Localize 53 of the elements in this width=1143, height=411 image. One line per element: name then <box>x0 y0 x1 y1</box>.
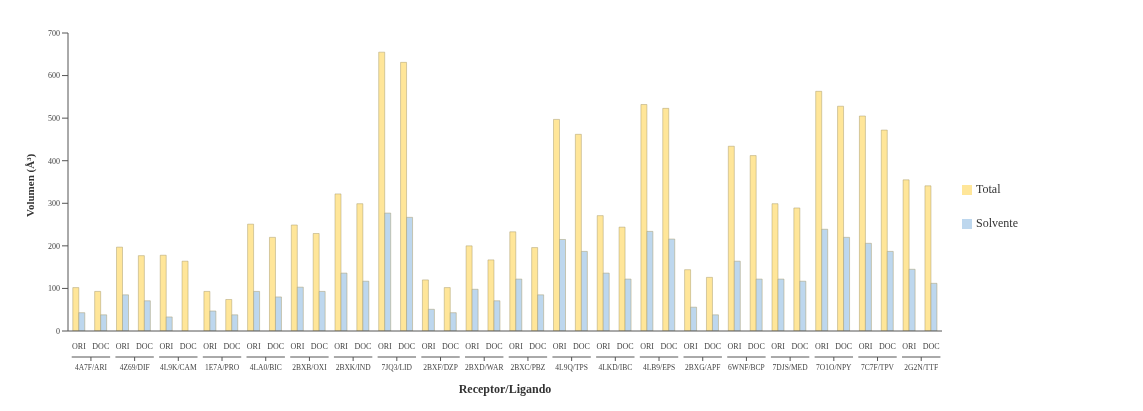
x-tick-label: DOC <box>922 342 940 351</box>
x-tick-label: DOC <box>92 342 110 351</box>
x-tick-label: ORI <box>334 342 349 351</box>
y-tick-label: 300 <box>48 199 60 209</box>
x-tick-label: DOC <box>485 342 503 351</box>
x-tick-label: ORI <box>727 342 742 351</box>
x-tick-label: ORI <box>596 342 611 351</box>
legend-label: Total <box>976 181 1001 196</box>
x-tick-label: DOC <box>835 342 853 351</box>
x-tick-label: DOC <box>704 342 722 351</box>
x-tick-label: DOC <box>223 342 241 351</box>
x-tick-label: DOC <box>398 342 416 351</box>
bar <box>181 260 189 331</box>
x-tick-label: DOC <box>441 342 459 351</box>
x-axis-title: Receptor/Ligando <box>458 382 552 396</box>
y-tick-label: 100 <box>48 284 60 294</box>
y-tick-label: 600 <box>48 71 60 81</box>
y-tick-label: 500 <box>48 113 60 123</box>
x-tick-label: ORI <box>858 342 873 351</box>
y-tick-label: 400 <box>48 156 60 166</box>
x-tick-label: DOC <box>310 342 328 351</box>
x-tick-label: DOC <box>747 342 765 351</box>
y-tick-label: 0 <box>56 326 60 336</box>
x-tick-label: ORI <box>465 342 480 351</box>
x-tick-label: ORI <box>72 342 87 351</box>
x-tick-label: ORI <box>377 342 393 351</box>
x-tick-label: DOC <box>660 342 678 351</box>
x-tick-label: DOC <box>267 342 285 351</box>
x-tick-label: DOC <box>179 342 197 351</box>
y-tick-label: 700 <box>48 28 60 38</box>
x-tick-label: DOC <box>791 342 809 351</box>
x-tick-label: DOC <box>878 342 896 351</box>
x-tick-label: ORI <box>159 342 174 351</box>
x-tick-label: ORI <box>771 342 786 351</box>
x-tick-label: DOC <box>529 342 547 351</box>
x-tick-label: DOC <box>136 342 153 351</box>
x-tick-label: ORI <box>509 342 524 351</box>
x-tick-label: DOC <box>616 342 634 351</box>
x-tick-label: ORI <box>115 342 130 351</box>
x-tick-label: DOC <box>354 342 372 351</box>
y-axis-title: Volumen (Å³) <box>23 153 37 217</box>
x-tick-label: ORI <box>552 342 567 351</box>
x-tick-label: ORI <box>640 342 655 351</box>
x-tick-label: ORI <box>683 342 698 351</box>
x-tick-label: ORI <box>814 342 830 351</box>
x-tick-label: ORI <box>246 342 261 351</box>
x-tick-label: ORI <box>203 342 218 351</box>
legend-label: Solvente <box>976 215 1018 230</box>
y-tick-label: 200 <box>48 241 60 251</box>
x-tick-label: ORI <box>902 342 917 351</box>
x-tick-label: ORI <box>421 342 436 351</box>
x-tick-label: DOC <box>573 342 590 351</box>
x-tick-label: ORI <box>290 342 305 351</box>
